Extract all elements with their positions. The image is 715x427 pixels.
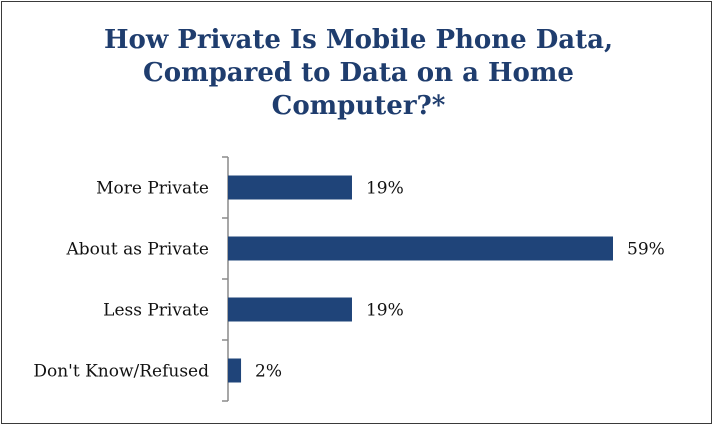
chart-title: How Private Is Mobile Phone Data, Compar… (2, 24, 715, 123)
category-label: Less Private (103, 301, 209, 321)
bar (228, 297, 352, 322)
category-label: Don't Know/Refused (33, 362, 209, 382)
bar (228, 358, 242, 383)
data-label: 19% (366, 301, 404, 321)
bar (228, 175, 352, 200)
category-label: More Private (96, 179, 209, 199)
data-label: 19% (366, 179, 404, 199)
bar (228, 236, 613, 261)
data-label: 2% (255, 362, 282, 382)
chart-title-line-3: Computer?* (271, 91, 446, 121)
data-label: 59% (627, 240, 665, 260)
chart-title-line-1: How Private Is Mobile Phone Data, (103, 25, 614, 55)
chart-title-line-2: Compared to Data on a Home (143, 58, 574, 88)
category-label: About as Private (66, 240, 209, 260)
